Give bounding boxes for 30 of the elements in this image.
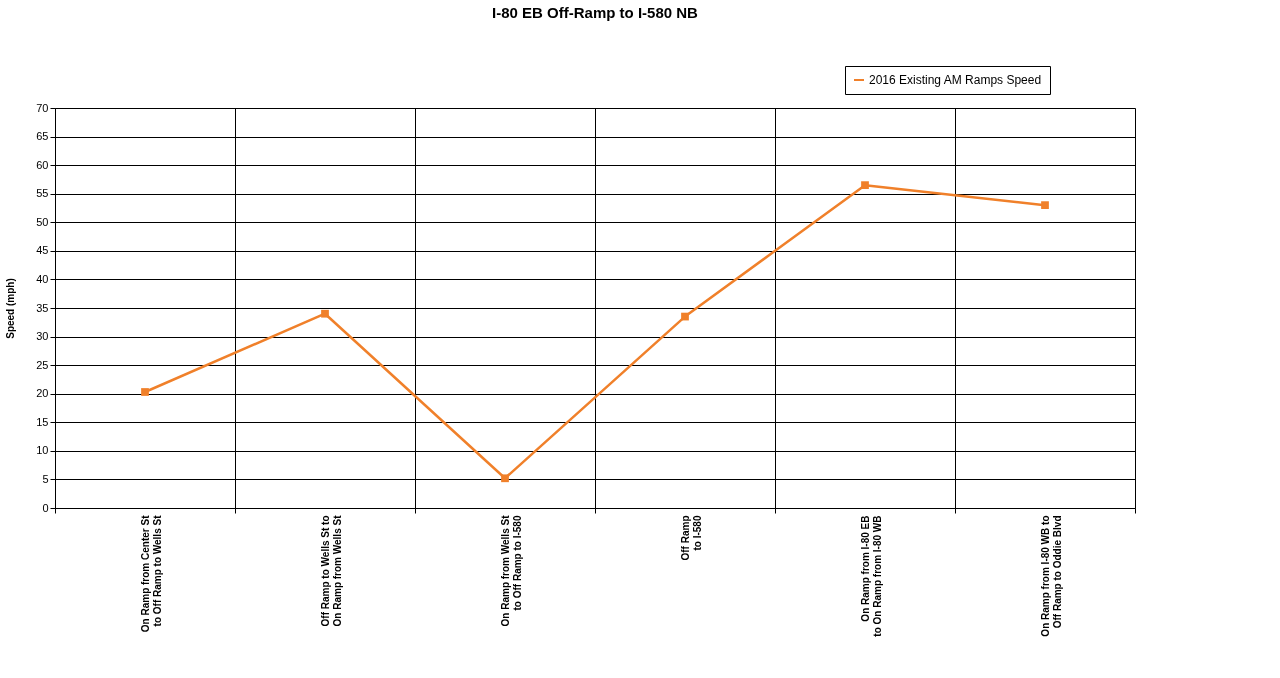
x-tick-label: On Ramp from Center St to Off Ramp to Wells St bbox=[139, 514, 163, 633]
x-tick-label: Off Ramp to Wells St to On Ramp from Wells St bbox=[319, 514, 343, 627]
y-tick-label: 0 bbox=[42, 501, 49, 514]
y-tick-label: 40 bbox=[36, 272, 49, 285]
y-tick-label: 60 bbox=[36, 158, 49, 171]
x-tick-label: On Ramp from I-80 EB to On Ramp from I-80 WB bbox=[859, 515, 883, 637]
point bbox=[141, 388, 149, 396]
x-tick-label: On Ramp from I-80 WB to Off Ramp to Oddie Blvd bbox=[1039, 515, 1063, 637]
x-tick-label: Off Ramp to I-580 bbox=[679, 515, 703, 561]
y-tick-label: 25 bbox=[36, 358, 49, 371]
y-tick-label: 55 bbox=[36, 187, 49, 200]
y-tick-label: 20 bbox=[36, 387, 49, 400]
point bbox=[861, 181, 869, 190]
legend-label: 2016 Existing AM Ramps Speed bbox=[869, 73, 1042, 87]
chart-title: I-80 EB Off-Ramp to I-580 NB bbox=[492, 3, 699, 21]
y-tick-label: 10 bbox=[36, 444, 49, 457]
y-tick-label: 15 bbox=[36, 415, 49, 428]
y-tick-label: 65 bbox=[36, 130, 49, 143]
y-tick-label: 50 bbox=[36, 215, 49, 228]
y-tick-label: 35 bbox=[36, 301, 49, 314]
y-tick-label: 70 bbox=[36, 101, 49, 114]
y-tick-label: 5 bbox=[42, 472, 49, 485]
point bbox=[321, 309, 329, 318]
y-axis-title: Speed (mph) bbox=[5, 278, 17, 339]
y-tick-label: 30 bbox=[36, 330, 49, 343]
point bbox=[501, 474, 509, 483]
x-tick-label: On Ramp from Wells St to Off Ramp to I-580 bbox=[499, 514, 523, 627]
point bbox=[681, 312, 689, 321]
point bbox=[1041, 201, 1049, 210]
y-tick-label: 45 bbox=[36, 244, 49, 257]
